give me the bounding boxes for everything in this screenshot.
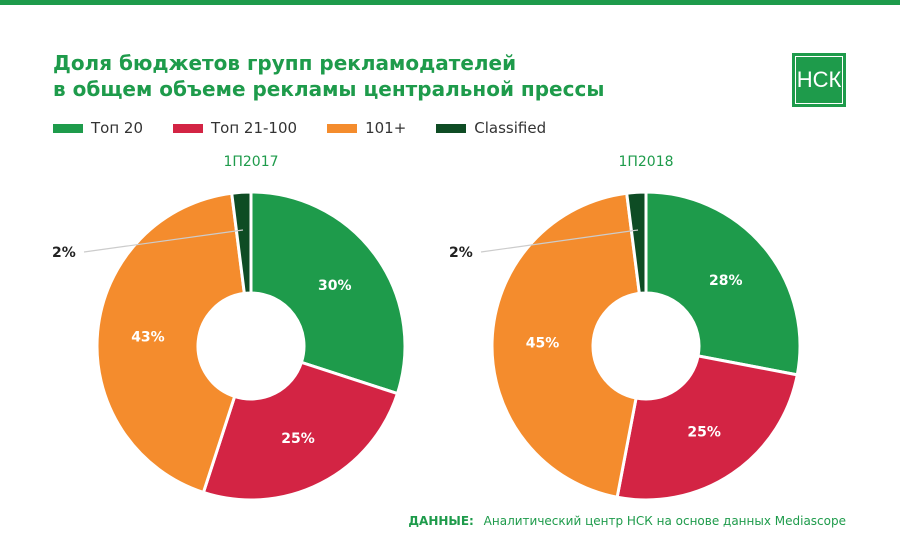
legend-item-top20: Топ 20 bbox=[53, 119, 143, 137]
chart-title-line-2: в общем объеме рекламы центральной пресс… bbox=[53, 77, 605, 101]
data-label-101plus-2: 45% bbox=[526, 336, 560, 352]
leader-line-classified-2 bbox=[480, 229, 639, 253]
slice-top20-2 bbox=[644, 190, 802, 377]
donut-chart-1: 1П2017 30% 25% 43% 2% bbox=[52, 154, 407, 502]
logo-text: НСК bbox=[796, 67, 842, 92]
source-text: Аналитический центр НСК на основе данных… bbox=[483, 514, 846, 528]
slice-top20-1 bbox=[249, 190, 407, 396]
legend-swatch-top20 bbox=[53, 123, 83, 133]
source-label: ДАННЫЕ: bbox=[408, 514, 474, 528]
legend-swatch-classified bbox=[436, 123, 467, 133]
data-label-top20-2: 28% bbox=[709, 273, 743, 289]
legend-item-classified: Classified bbox=[436, 119, 546, 137]
data-label-classified-1: 2% bbox=[52, 245, 76, 261]
slice-101plus-2 bbox=[490, 191, 642, 500]
chart-subtitle-2: 1П2018 bbox=[618, 154, 673, 170]
leader-line-classified-1 bbox=[83, 229, 244, 253]
chart-subtitle-1: 1П2017 bbox=[223, 154, 278, 170]
logo-frame bbox=[795, 56, 843, 104]
legend: Топ 20 Топ 21-100 101+ Classified bbox=[53, 118, 576, 138]
slice-top21-100-2 bbox=[615, 354, 800, 502]
data-label-classified-2: 2% bbox=[449, 245, 473, 261]
chart-title-line-1: Доля бюджетов групп рекламодателей bbox=[53, 51, 517, 75]
legend-swatch-101plus bbox=[327, 123, 358, 133]
donut-chart-2: 1П2018 28% 25% 45% 2% bbox=[449, 154, 802, 502]
nsk-logo: НСК bbox=[792, 53, 846, 107]
slice-101plus-1 bbox=[95, 191, 247, 495]
slice-classified-1 bbox=[230, 190, 253, 296]
top-accent-bar bbox=[0, 0, 900, 5]
data-label-top21-100-1: 25% bbox=[281, 431, 315, 447]
legend-swatch-top21-100 bbox=[173, 123, 204, 133]
legend-label-top21-100: Топ 21-100 bbox=[211, 119, 298, 137]
chart-title: Доля бюджетов групп рекламодателей в общ… bbox=[53, 50, 604, 102]
slice-classified-2 bbox=[625, 190, 648, 296]
legend-label-classified: Classified bbox=[474, 119, 547, 137]
legend-label-101plus: 101+ bbox=[365, 119, 407, 137]
data-label-top20-1: 30% bbox=[318, 278, 352, 294]
data-label-top21-100-2: 25% bbox=[687, 425, 721, 441]
data-label-101plus-1: 43% bbox=[131, 329, 165, 345]
legend-label-top20: Топ 20 bbox=[91, 119, 144, 137]
legend-item-101plus: 101+ bbox=[327, 119, 406, 137]
slice-top21-100-1 bbox=[201, 360, 400, 502]
legend-item-top21-100: Топ 21-100 bbox=[173, 119, 297, 137]
source-note: ДАННЫЕ: Аналитический центр НСК на основ… bbox=[408, 514, 846, 528]
